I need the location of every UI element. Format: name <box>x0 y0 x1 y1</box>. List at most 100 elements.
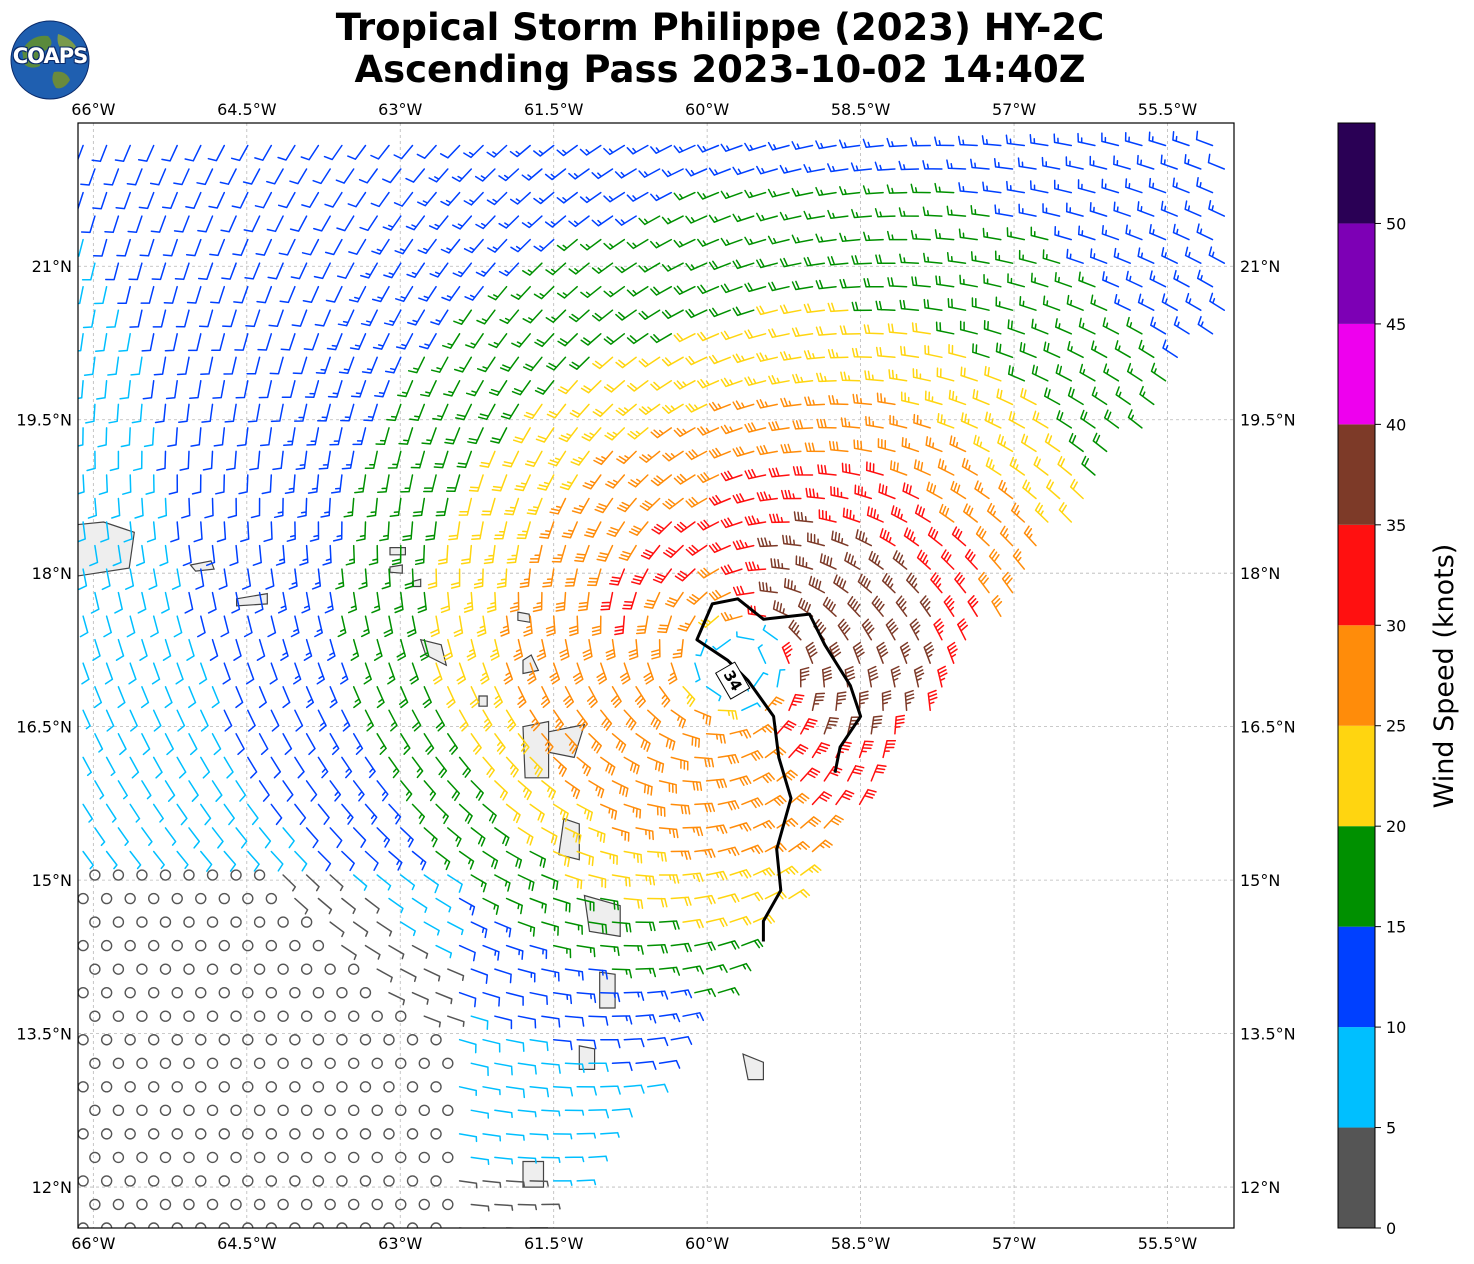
wind-barb <box>284 474 296 495</box>
wind-barb <box>615 262 637 274</box>
wind-barb <box>305 733 316 756</box>
wind-barb <box>218 1222 230 1228</box>
wind-barb <box>570 450 590 466</box>
wind-barb <box>946 641 958 664</box>
wind-barb <box>1009 456 1026 476</box>
wind-barb <box>1160 154 1178 170</box>
wind-barb <box>1148 131 1167 147</box>
wind-barb <box>173 215 190 233</box>
wind-barb <box>223 850 237 872</box>
wind-barb <box>289 168 308 185</box>
wind-barb <box>230 916 242 928</box>
wind-barb <box>741 750 764 761</box>
wind-barb <box>840 417 861 429</box>
wind-barb <box>663 544 684 559</box>
wind-barb <box>305 686 315 709</box>
wind-barb <box>729 869 752 879</box>
wind-barb <box>364 756 376 779</box>
wind-barb <box>615 309 637 321</box>
wind-barb <box>682 826 704 837</box>
wind-barb <box>933 618 945 641</box>
wind-barb <box>230 963 242 975</box>
wind-barb <box>186 638 195 661</box>
wind-barb <box>471 521 484 540</box>
wind-barb <box>305 780 318 802</box>
wind-barb <box>439 144 461 159</box>
wind-barb <box>1090 294 1108 311</box>
wind-barb <box>605 474 626 489</box>
wind-barb <box>458 991 477 1008</box>
wind-barb <box>1102 271 1120 288</box>
island <box>389 547 406 556</box>
wind-barb <box>183 1151 195 1164</box>
wind-barb <box>886 230 908 241</box>
wind-barb <box>112 544 122 567</box>
wind-barb <box>537 474 555 491</box>
wind-barb <box>851 301 873 312</box>
wind-barb <box>1023 525 1037 547</box>
wind-barb <box>230 144 249 162</box>
wind-barb <box>104 662 114 685</box>
wind-barb <box>685 262 708 271</box>
wind-barb <box>827 209 849 219</box>
wind-barb <box>295 450 308 470</box>
wind-barb <box>433 450 449 469</box>
wind-barb <box>148 1081 160 1093</box>
wind-barb <box>482 1227 495 1228</box>
wind-barb <box>149 168 167 186</box>
wind-barb <box>235 733 245 756</box>
wind-barb <box>451 168 473 183</box>
wind-barb <box>423 780 437 802</box>
wind-barb <box>359 1175 372 1187</box>
wind-barb <box>635 733 651 752</box>
wind-barb <box>670 850 692 860</box>
wind-barb <box>117 827 129 846</box>
wind-barb <box>206 963 219 975</box>
wind-barb <box>805 487 826 500</box>
wind-barb <box>410 450 426 469</box>
wind-barb <box>189 380 202 400</box>
wind-barb <box>576 991 597 1004</box>
wind-barb <box>776 865 799 876</box>
wind-barb <box>732 259 755 270</box>
wind-barb <box>788 792 810 806</box>
wind-barb <box>647 756 665 773</box>
wind-barb <box>206 1104 219 1117</box>
wind-barb <box>615 356 637 369</box>
wind-barb <box>324 1104 336 1117</box>
wind-barb <box>729 962 752 972</box>
wind-barb <box>301 191 320 208</box>
wind-barb <box>290 262 308 280</box>
wind-barb <box>423 921 440 936</box>
wind-barb <box>503 662 514 685</box>
wind-barb <box>494 1156 514 1165</box>
wind-barb <box>1054 318 1073 335</box>
wind-barb <box>324 591 334 614</box>
wind-barb <box>957 135 978 147</box>
wind-barb <box>427 568 438 590</box>
wind-barb <box>697 191 720 200</box>
colorbar-segment <box>1338 123 1375 224</box>
wind-barb <box>600 850 618 865</box>
wind-barb <box>924 390 943 406</box>
wind-barb <box>541 968 560 982</box>
wind-barb <box>447 921 464 936</box>
wind-barb <box>1149 270 1167 288</box>
wind-barb <box>1018 203 1037 217</box>
wind-barb <box>523 615 533 637</box>
wind-barb <box>673 238 696 248</box>
wind-barb <box>661 215 684 225</box>
wind-barb <box>764 842 787 853</box>
wind-barb <box>400 874 416 891</box>
wind-barb <box>541 1203 561 1210</box>
wind-barb <box>568 215 590 228</box>
wind-barb <box>767 188 790 198</box>
wind-barb <box>317 403 331 422</box>
wind-barb <box>266 168 284 185</box>
wind-barb <box>81 662 90 685</box>
wind-barb <box>842 507 861 523</box>
wind-barb <box>904 689 915 712</box>
wind-barb <box>423 1015 441 1028</box>
wind-barb <box>994 204 1014 217</box>
wind-barb <box>823 766 843 782</box>
